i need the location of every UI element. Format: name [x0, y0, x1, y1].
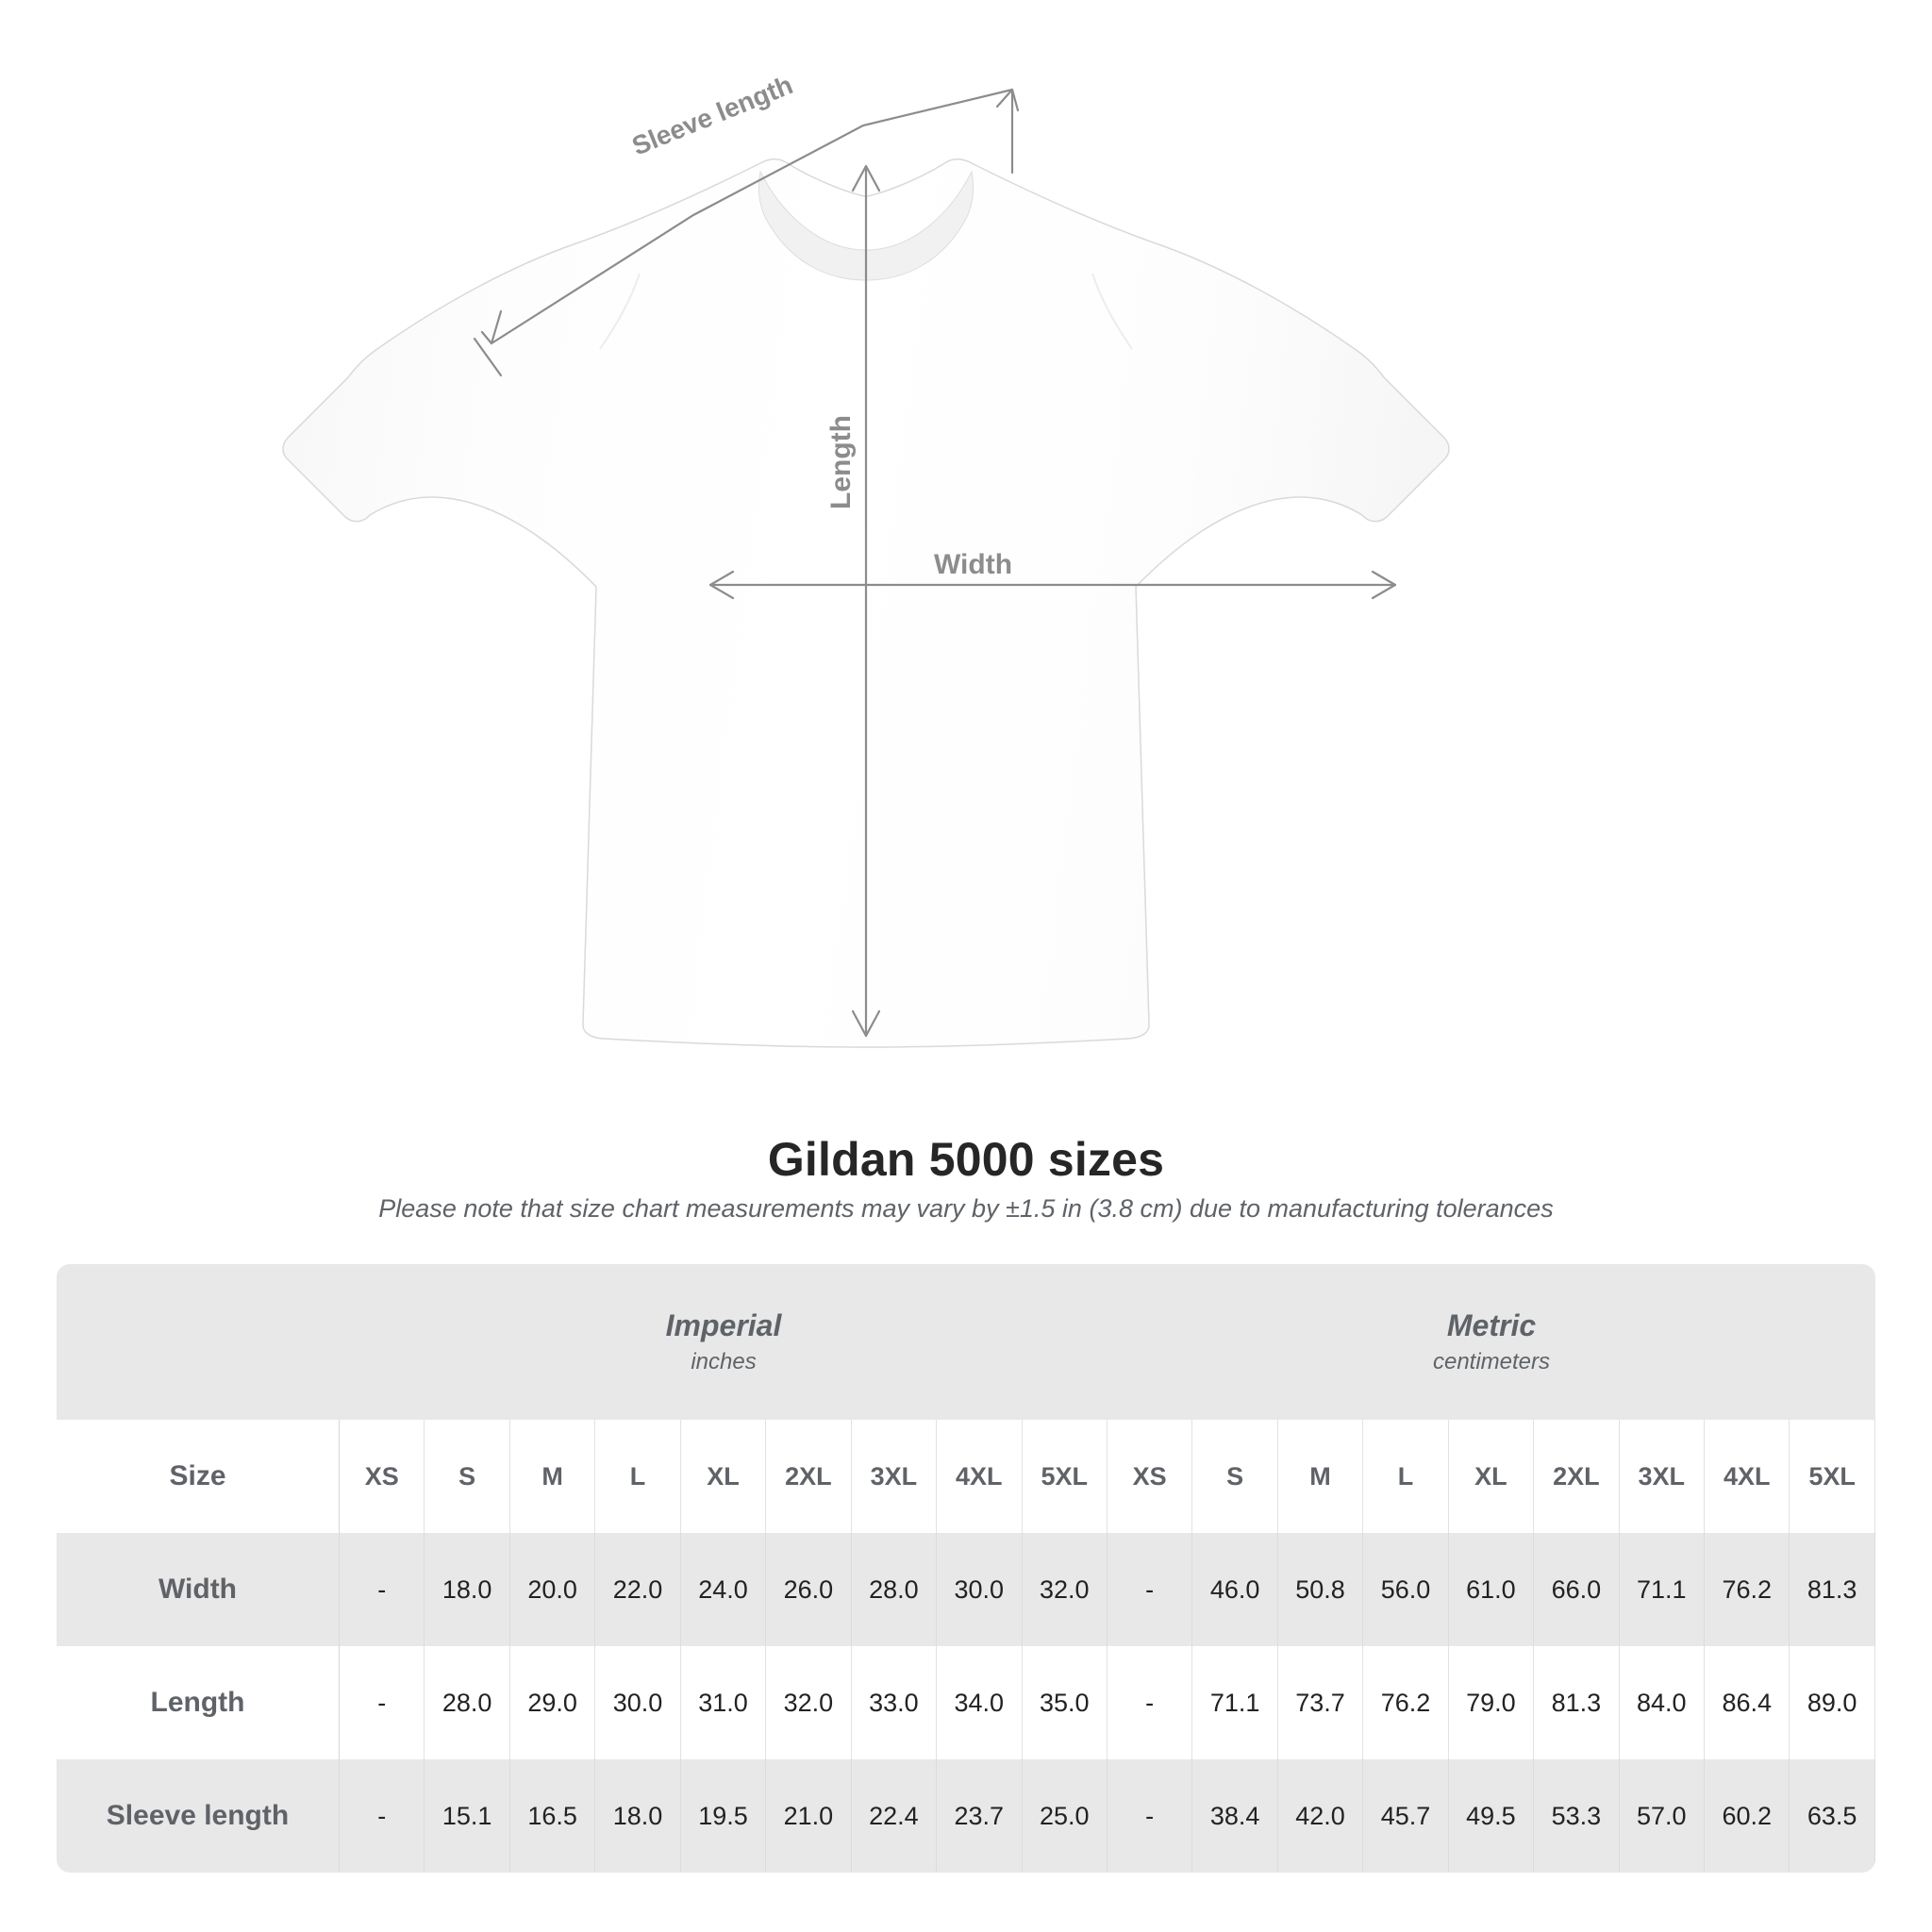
svg-text:Width: Width	[934, 549, 1012, 580]
svg-text:Length: Length	[825, 415, 857, 509]
svg-text:Sleeve length: Sleeve length	[628, 70, 797, 160]
